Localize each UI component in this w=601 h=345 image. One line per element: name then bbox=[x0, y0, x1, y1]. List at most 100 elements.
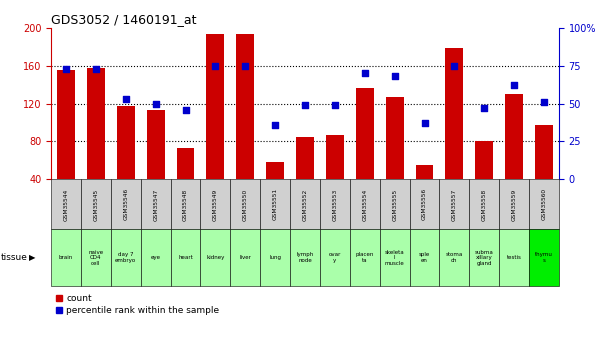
Bar bbox=[81, 229, 111, 286]
Bar bbox=[326, 135, 344, 179]
Point bbox=[539, 99, 549, 105]
Text: GSM35559: GSM35559 bbox=[511, 188, 517, 220]
Text: stoma
ch: stoma ch bbox=[446, 253, 463, 263]
Bar bbox=[236, 34, 254, 179]
Point bbox=[419, 120, 429, 126]
Bar bbox=[260, 179, 290, 229]
Bar bbox=[177, 148, 195, 179]
Text: sple
en: sple en bbox=[419, 253, 430, 263]
Text: placen
ta: placen ta bbox=[356, 253, 374, 263]
Text: skeleta
l
muscle: skeleta l muscle bbox=[385, 249, 404, 266]
Text: tissue: tissue bbox=[1, 253, 28, 263]
Text: GSM35547: GSM35547 bbox=[153, 188, 158, 220]
Bar bbox=[380, 229, 409, 286]
Point bbox=[210, 63, 220, 68]
Point bbox=[121, 96, 130, 102]
Bar bbox=[535, 125, 553, 179]
Text: GSM35554: GSM35554 bbox=[362, 188, 367, 220]
Bar bbox=[320, 179, 350, 229]
Bar bbox=[296, 137, 314, 179]
Bar bbox=[529, 179, 559, 229]
Bar bbox=[260, 229, 290, 286]
Bar bbox=[415, 165, 433, 179]
Text: subma
xillary
gland: subma xillary gland bbox=[475, 249, 493, 266]
Bar bbox=[117, 106, 135, 179]
Bar bbox=[445, 48, 463, 179]
Bar bbox=[529, 229, 559, 286]
Point bbox=[91, 66, 101, 71]
Bar bbox=[230, 229, 260, 286]
Text: day 7
embryо: day 7 embryо bbox=[115, 253, 136, 263]
Text: GSM35555: GSM35555 bbox=[392, 188, 397, 220]
Legend: count, percentile rank within the sample: count, percentile rank within the sample bbox=[56, 294, 219, 315]
Point bbox=[509, 82, 519, 88]
Point bbox=[151, 101, 160, 106]
Text: GSM35558: GSM35558 bbox=[482, 188, 487, 220]
Bar bbox=[266, 162, 284, 179]
Point bbox=[300, 102, 310, 108]
Point bbox=[390, 73, 400, 79]
Bar bbox=[469, 179, 499, 229]
Bar bbox=[505, 94, 523, 179]
Text: brain: brain bbox=[59, 255, 73, 260]
Bar bbox=[290, 179, 320, 229]
Point bbox=[360, 70, 370, 76]
Bar bbox=[386, 97, 404, 179]
Bar bbox=[409, 229, 439, 286]
Bar bbox=[87, 68, 105, 179]
Text: GDS3052 / 1460191_at: GDS3052 / 1460191_at bbox=[51, 13, 197, 27]
Point bbox=[450, 63, 459, 68]
Point bbox=[480, 105, 489, 111]
Bar bbox=[350, 229, 380, 286]
Bar bbox=[230, 179, 260, 229]
Bar bbox=[201, 179, 230, 229]
Bar bbox=[51, 229, 81, 286]
Bar bbox=[475, 141, 493, 179]
Bar bbox=[57, 70, 75, 179]
Text: naive
CD4
cell: naive CD4 cell bbox=[88, 249, 103, 266]
Text: GSM35560: GSM35560 bbox=[542, 188, 546, 220]
Text: GSM35556: GSM35556 bbox=[422, 188, 427, 220]
Bar bbox=[290, 229, 320, 286]
Point bbox=[270, 122, 280, 128]
Bar bbox=[171, 179, 201, 229]
Bar bbox=[141, 229, 171, 286]
Bar bbox=[171, 229, 201, 286]
Bar bbox=[469, 229, 499, 286]
Bar bbox=[111, 179, 141, 229]
Text: lymph
node: lymph node bbox=[296, 253, 314, 263]
Text: GSM35551: GSM35551 bbox=[273, 188, 278, 220]
Point bbox=[330, 102, 340, 108]
Text: GSM35552: GSM35552 bbox=[302, 188, 308, 220]
Bar bbox=[409, 179, 439, 229]
Bar bbox=[51, 179, 81, 229]
Text: GSM35548: GSM35548 bbox=[183, 188, 188, 220]
Point bbox=[240, 63, 250, 68]
Text: testis: testis bbox=[507, 255, 522, 260]
Bar bbox=[206, 34, 224, 179]
Bar bbox=[499, 179, 529, 229]
Bar bbox=[111, 229, 141, 286]
Text: GSM35550: GSM35550 bbox=[243, 188, 248, 220]
Bar bbox=[81, 179, 111, 229]
Text: liver: liver bbox=[239, 255, 251, 260]
Text: GSM35545: GSM35545 bbox=[93, 188, 99, 220]
Bar bbox=[380, 179, 409, 229]
Text: GSM35549: GSM35549 bbox=[213, 188, 218, 220]
Text: GSM35553: GSM35553 bbox=[332, 188, 337, 220]
Text: ▶: ▶ bbox=[29, 253, 35, 263]
Bar bbox=[356, 88, 374, 179]
Text: GSM35557: GSM35557 bbox=[452, 188, 457, 220]
Bar bbox=[499, 229, 529, 286]
Text: GSM35544: GSM35544 bbox=[64, 188, 69, 220]
Bar bbox=[439, 179, 469, 229]
Text: lung: lung bbox=[269, 255, 281, 260]
Text: ovar
y: ovar y bbox=[329, 253, 341, 263]
Bar bbox=[141, 179, 171, 229]
Text: eye: eye bbox=[151, 255, 160, 260]
Text: heart: heart bbox=[178, 255, 193, 260]
Bar bbox=[320, 229, 350, 286]
Bar bbox=[201, 229, 230, 286]
Text: thymu
s: thymu s bbox=[535, 253, 553, 263]
Point bbox=[181, 107, 191, 112]
